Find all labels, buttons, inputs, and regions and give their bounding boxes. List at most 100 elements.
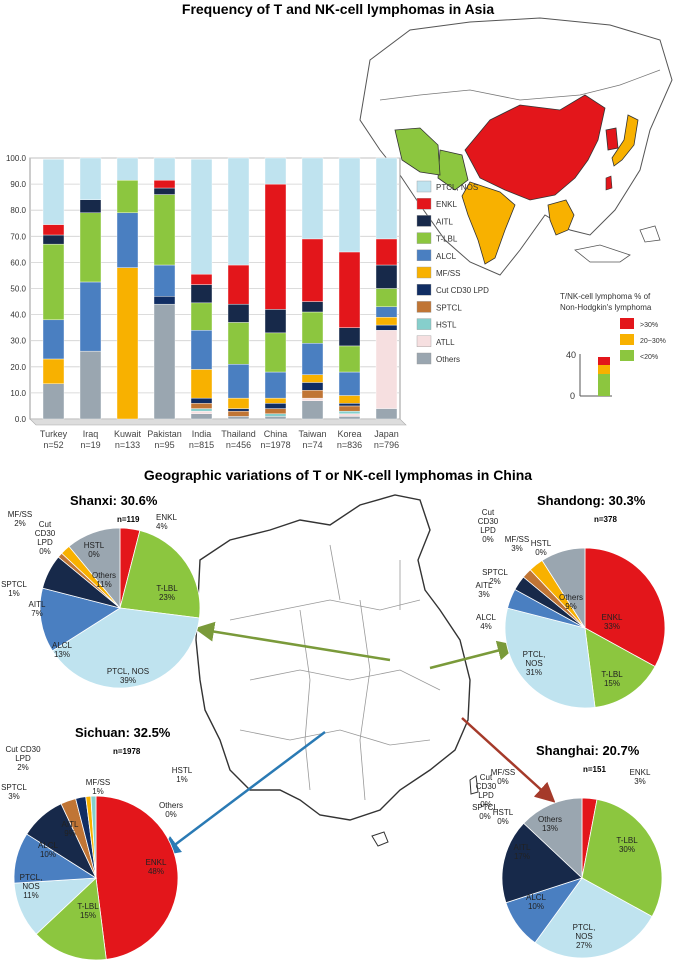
- x-tick-n-label: n=1978: [260, 440, 290, 450]
- bar-segment-enkl: [338, 251, 361, 328]
- bar-segment-ptcl-nos: [42, 159, 65, 225]
- bar-stack-thailand: [227, 157, 250, 420]
- x-tick-label: Korea: [337, 429, 361, 439]
- map-legend-label-high: >30%: [640, 322, 658, 329]
- pie-slice-enkl: [584, 547, 666, 668]
- pie-label-enkl: ENKL 48%: [146, 858, 167, 876]
- x-tick-label: Taiwan: [298, 429, 326, 439]
- x-tick-n-label: n=74: [302, 440, 322, 450]
- legend-label-hstl: HSTL: [436, 321, 457, 330]
- x-tick-n-label: n=95: [154, 440, 174, 450]
- legend-label-ptcl-nos: PTCL, NOS: [436, 183, 478, 192]
- bar-segment-others: [42, 383, 65, 420]
- pie-label-cut-cd30-lpd: Cut CD30 LPD 0%: [35, 520, 56, 556]
- bar-segment-cut-cd30-lpd: [153, 296, 176, 305]
- x-tick-label: Turkey: [40, 429, 68, 439]
- pie-label-ptcl-nos: PTCL, NOS 39%: [107, 667, 149, 685]
- pie-label-enkl: ENKL 4%: [156, 513, 177, 531]
- bar-segment-others: [153, 303, 176, 420]
- x-tick-label: Thailand: [221, 429, 256, 439]
- legend-swatch-hstl: [416, 318, 432, 330]
- legend-label-t-lbl: T-LBL: [436, 235, 458, 244]
- legend-label-cut-cd30-lpd: Cut CD30 LPD: [436, 286, 489, 295]
- bar-segment-ptcl-nos: [79, 157, 102, 200]
- bar-stack-india: [190, 159, 213, 420]
- bar-segment-atll: [190, 410, 213, 414]
- x-tick-label: Japan: [374, 429, 399, 439]
- bar-segment-enkl: [227, 264, 250, 305]
- pie-label-cut-cd30-lpd: Cut CD30 LPD 0%: [478, 508, 499, 544]
- pie-label-alcl: ALCL 10%: [38, 841, 59, 859]
- bar-floor: [29, 418, 407, 426]
- pie-label-aitl: AITL 17%: [514, 843, 531, 861]
- pie-label-t-lbl: T-LBL 23%: [156, 584, 178, 602]
- x-tick-label: Kuwait: [114, 429, 142, 439]
- korea-region: [605, 127, 619, 151]
- pie-label-cut-cd30-lpd: Cut CD30 LPD 2%: [5, 745, 41, 772]
- bar-segment-hstl: [264, 413, 287, 417]
- bar-legend: PTCL, NOS ENKL AITL T-LBL ALCL MF/SS Cut CD30 …: [416, 180, 489, 365]
- pie-label-hstl: HSTL 1%: [172, 766, 193, 784]
- bottom-title: Geographic variations of T or NK-cell ly…: [144, 467, 532, 483]
- pie-label-others: Others 13%: [538, 815, 562, 833]
- bar-stack-pakistan: [153, 157, 176, 420]
- bar-segment-mf-ss: [338, 395, 361, 404]
- legend-swatch-alcl: [416, 249, 432, 262]
- pie-label-t-lbl: T-LBL 30%: [616, 836, 638, 854]
- bar-segment-mf-ss: [42, 358, 65, 384]
- pie-label-alcl: ALCL 13%: [52, 641, 73, 659]
- bar-segment-alcl: [375, 306, 398, 318]
- bar-stack-japan: [375, 157, 398, 420]
- x-tick-n-label: n=836: [337, 440, 362, 450]
- pie-label-alcl: ALCL 10%: [526, 893, 547, 911]
- map-legend-title-1: T/NK-cell lymphoma % of: [560, 292, 651, 301]
- x-tick-n-label: n=796: [374, 440, 399, 450]
- bar-segment-mf-ss: [227, 397, 250, 409]
- bar-segment-hstl: [190, 408, 213, 412]
- pie-slice-aitl: [501, 822, 583, 904]
- pie-slice-t-lbl: [119, 530, 201, 619]
- bar-segment-sptcl: [264, 408, 287, 414]
- pie-label-mf-ss: MF/SS 0%: [491, 768, 515, 786]
- y-tick-label: 20.0: [10, 363, 26, 372]
- bar-segment-t-lbl: [227, 322, 250, 365]
- bar-segment-sptcl: [227, 410, 250, 417]
- bar-segment-sptcl: [338, 405, 361, 412]
- pie-slice-t-lbl: [581, 798, 663, 918]
- pie-label-aitl: AITL 3%: [476, 581, 493, 599]
- bar-stack-turkey: [42, 159, 65, 420]
- pie-sichuan: ENKL 48% T-LBL 15% PTCL, NOS 11% ALCL 10%AITL 9% S…: [1, 745, 193, 961]
- map-legend-label-low: <20%: [640, 354, 658, 361]
- bar-segment-enkl: [301, 238, 324, 302]
- bar-segment-sptcl: [190, 403, 213, 409]
- bar-segment-aitl: [153, 187, 176, 195]
- bar-segment-sptcl: [301, 390, 324, 399]
- pie-shanxi: ENKL 4% T-LBL 23% PTCL, NOS 39% ALCL 13% AITL 7%S…: [1, 510, 201, 689]
- legend-swatch-atll: [416, 335, 432, 347]
- pie-slice-others: [523, 797, 583, 879]
- se-asia-islands: [574, 225, 661, 263]
- pie-label-hstl: HSTL 0%: [84, 541, 105, 559]
- bar-segment-cut-cd30-lpd: [227, 408, 250, 412]
- bar-segment-others: [264, 416, 287, 420]
- mini-bar-high: [598, 357, 610, 365]
- y-tick-label: 10.0: [10, 389, 26, 398]
- x-tick-label: India: [192, 429, 212, 439]
- pie-label-alcl: ALCL 4%: [476, 613, 497, 631]
- bar-segment-alcl: [79, 281, 102, 352]
- bar-series: [42, 157, 398, 420]
- x-tick-n-label: n=815: [189, 440, 214, 450]
- pie-n-sichuan: n=1978: [113, 747, 141, 756]
- x-tick-label: China: [264, 429, 288, 439]
- x-tick-label: Pakistan: [147, 429, 182, 439]
- bar-segment-mf-ss: [190, 369, 213, 399]
- legend-swatch-mf-ss: [416, 266, 432, 279]
- mini-bar-low: [598, 374, 610, 396]
- bar-segment-enkl: [153, 179, 176, 189]
- thailand-region: [547, 199, 575, 236]
- map-legend-swatch-high: [620, 318, 634, 329]
- x-tick-n-label: n=456: [226, 440, 251, 450]
- bar-segment-alcl: [190, 330, 213, 370]
- bar-segment-cut-cd30-lpd: [264, 403, 287, 409]
